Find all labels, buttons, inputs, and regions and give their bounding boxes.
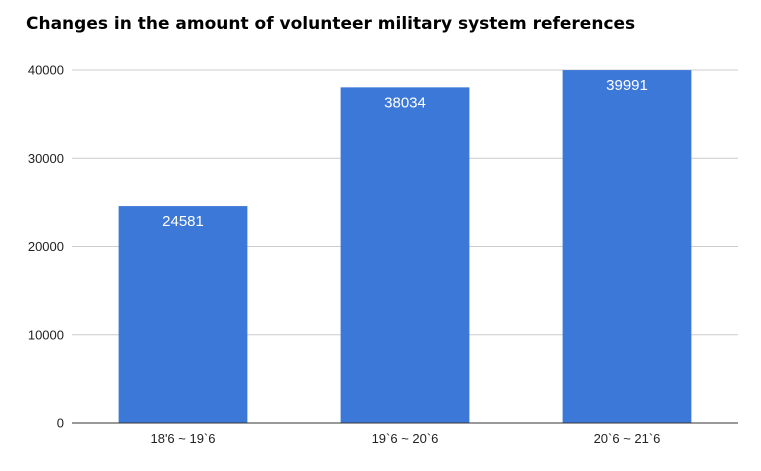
- data-label: 24581: [162, 213, 204, 230]
- x-tick-label: 19`6 ~ 20`6: [372, 431, 439, 446]
- bar: [118, 206, 248, 423]
- data-label: 39991: [606, 77, 648, 94]
- y-tick-label: 30000: [28, 151, 64, 166]
- bar: [340, 87, 470, 424]
- bar: [562, 70, 692, 424]
- x-tick-label: 20`6 ~ 21`6: [594, 431, 661, 446]
- y-tick-label: 40000: [28, 63, 64, 78]
- data-label: 38034: [384, 94, 426, 111]
- bars: [118, 70, 692, 424]
- y-tick-label: 0: [57, 416, 64, 431]
- y-tick-label: 10000: [28, 327, 64, 342]
- y-tick-label: 20000: [28, 239, 64, 254]
- chart-title: Changes in the amount of volunteer milit…: [26, 14, 636, 34]
- labels: 0 10000 20000 30000 40000 24581 18'6 ~ 19`6 380…: [28, 63, 661, 447]
- x-tick-label: 18'6 ~ 19`6: [150, 431, 215, 446]
